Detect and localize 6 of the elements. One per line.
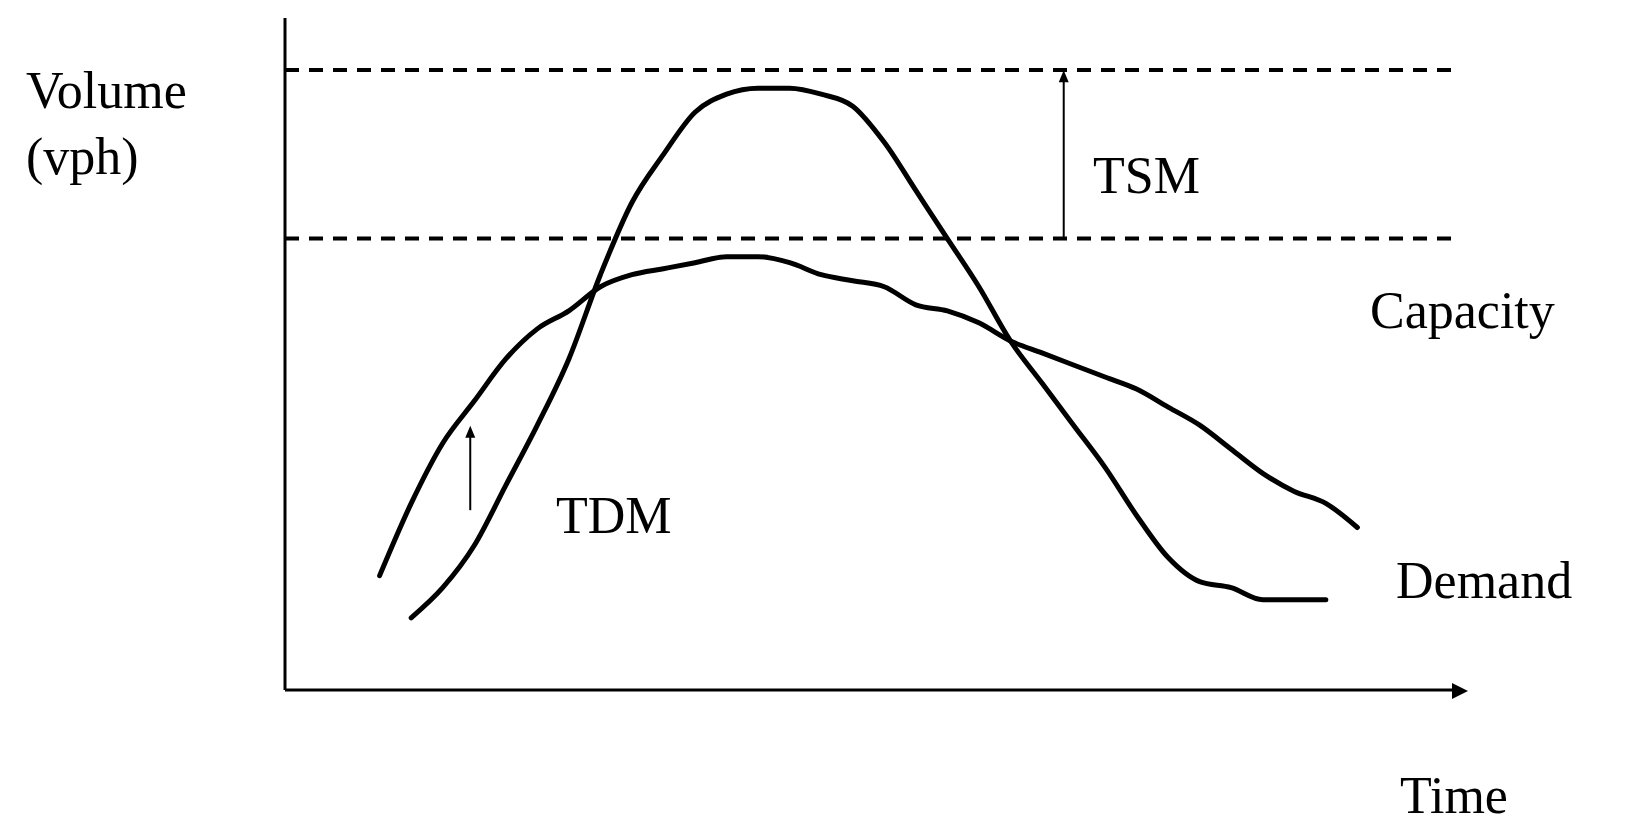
annotation: TSM — [1093, 147, 1200, 204]
y-axis-title: Volume (vph) — [26, 62, 187, 186]
annotation: TDM — [556, 487, 672, 544]
annotation: Capacity — [1370, 282, 1555, 339]
x-axis-title: Time — [1400, 767, 1508, 824]
annotation: Demand — [1396, 552, 1573, 609]
